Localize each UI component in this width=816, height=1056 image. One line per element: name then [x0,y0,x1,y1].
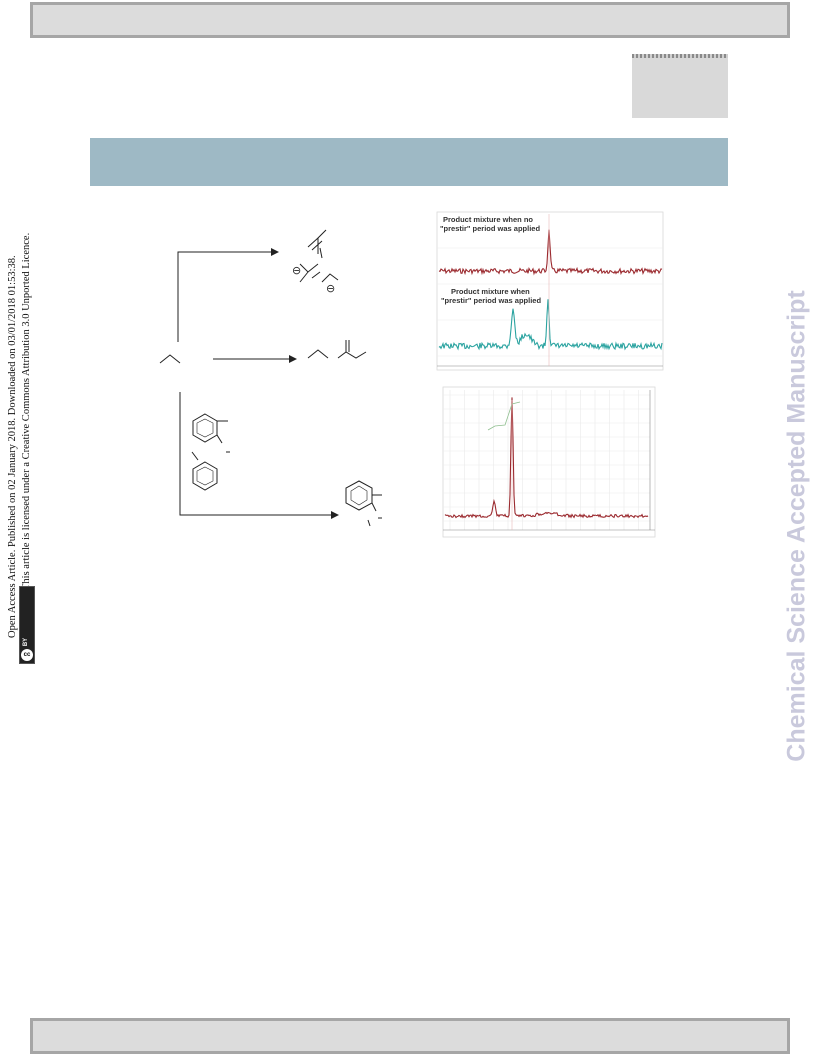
section-banner [90,138,728,186]
cc-by-badge[interactable]: BY cc [19,586,35,664]
benzene-ring-reagent-2 [192,461,218,491]
arrow-lower-path [179,392,339,519]
annotation-prestir-line1: Product mixture when [451,287,530,296]
negative-charge-1: ⊖ [292,264,301,277]
page-header-bar [30,2,790,38]
integral-curve [487,401,521,431]
logo-barcode-strip [632,54,728,58]
ylide-fragment [299,263,319,273]
spectrum-trace-no-prestir [438,229,663,276]
starting-material-fragment [159,354,181,364]
spectrum-trace-bottom [444,397,649,519]
journal-logo [632,54,728,118]
benzene-ring-reagent-1 [192,413,218,443]
charge-symbols: ⊖ ⊖ [292,264,335,295]
annotation-no-prestir-line2: "prestir" period was applied [440,224,540,233]
grid-bottom [443,390,650,530]
nmr-spectra-top: Product mixture when no "prestir" period… [436,211,664,371]
upper-alkene-product [317,229,327,254]
page-footer-bar [30,1018,790,1054]
arrow-upper-path [177,248,279,342]
annotation-no-prestir-line1: Product mixture when no [443,215,533,224]
spectrum-trace-prestir [438,299,663,351]
reaction-scheme [159,229,382,527]
negative-charge-2: ⊖ [326,282,335,295]
annotation-prestir-line2: "prestir" period was applied [441,296,541,305]
middle-ketone-product [307,349,329,359]
nmr-spectrum-bottom [442,386,656,538]
benzene-ring-product [345,480,373,511]
cc-icon: cc [21,649,33,661]
